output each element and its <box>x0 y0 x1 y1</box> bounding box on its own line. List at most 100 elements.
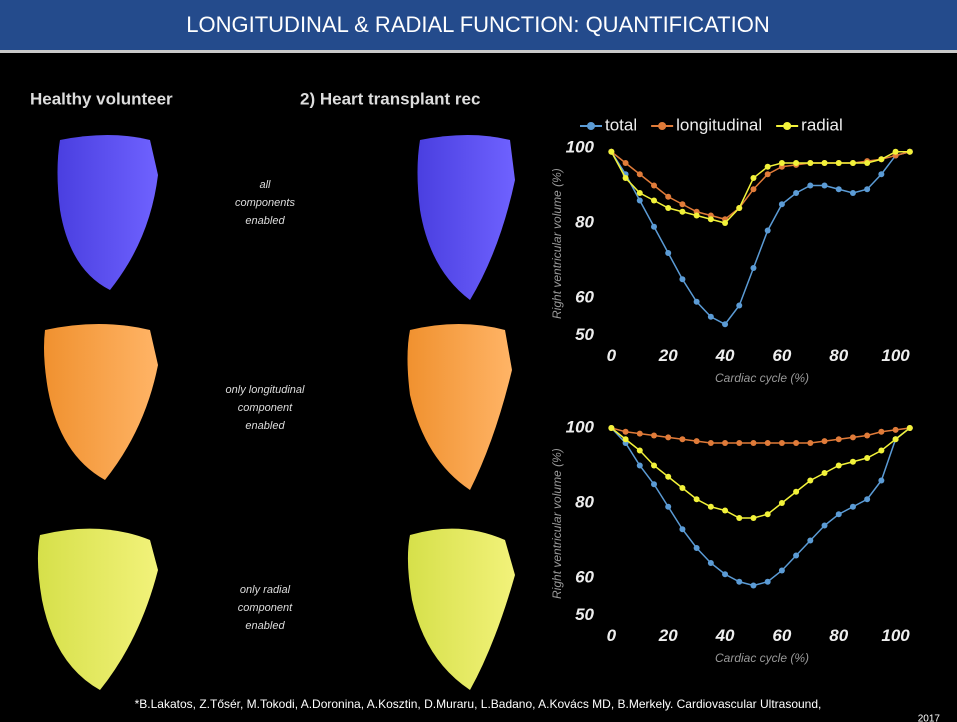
point <box>821 182 828 189</box>
point <box>750 186 757 193</box>
point <box>736 205 743 211</box>
point <box>693 212 700 219</box>
point <box>679 485 686 491</box>
series-line <box>611 427 910 444</box>
point <box>636 447 643 454</box>
point <box>707 560 714 566</box>
header-bar <box>0 0 957 50</box>
point <box>707 503 714 510</box>
point <box>750 265 757 271</box>
point <box>622 160 629 166</box>
caption: component <box>238 602 293 614</box>
footer-year: 2017 <box>918 714 941 722</box>
point <box>864 432 871 439</box>
x-tick-label: 100 <box>881 346 910 365</box>
point <box>849 160 856 166</box>
heart-orange <box>44 324 158 480</box>
y-tick-label: 80 <box>575 492 594 511</box>
hearts <box>37 135 515 690</box>
point <box>892 426 899 433</box>
point <box>679 276 686 283</box>
point <box>665 434 672 441</box>
point <box>778 500 785 506</box>
y-tick-label: 60 <box>575 567 594 586</box>
header-rule <box>0 50 957 53</box>
point <box>821 160 828 166</box>
point <box>764 163 771 170</box>
heart-blue-2 <box>417 135 515 300</box>
point <box>878 171 885 178</box>
point <box>722 220 729 226</box>
x-tick-label: 20 <box>658 346 678 365</box>
point <box>693 298 700 305</box>
point <box>778 440 785 446</box>
x-tick-label: 80 <box>829 626 848 645</box>
point <box>722 571 729 578</box>
point <box>679 436 686 443</box>
point <box>651 223 657 230</box>
point <box>665 193 672 200</box>
point <box>693 496 700 503</box>
x-tick-label: 40 <box>715 346 735 365</box>
point <box>821 470 828 476</box>
point <box>651 462 657 469</box>
point <box>835 462 842 469</box>
point <box>807 440 814 446</box>
point <box>693 545 700 551</box>
point <box>722 440 729 446</box>
point <box>679 208 686 215</box>
point <box>764 171 771 178</box>
x-tick-label: 60 <box>772 346 791 365</box>
point <box>821 438 828 445</box>
x-tick-label: 60 <box>772 626 791 645</box>
point <box>793 160 800 166</box>
point <box>778 201 785 208</box>
point <box>736 440 743 446</box>
point <box>778 160 785 166</box>
legend-label: longitudinal <box>676 115 762 134</box>
x-tick-label: 0 <box>607 626 617 645</box>
series-line <box>610 151 910 224</box>
heading-clip <box>527 80 535 120</box>
point <box>778 567 785 574</box>
point <box>793 190 800 196</box>
series-line <box>610 151 910 221</box>
caption: component <box>238 402 293 414</box>
series-line <box>610 151 910 326</box>
caption: enabled <box>245 420 285 432</box>
series-line <box>610 427 911 587</box>
heart-yellow-2 <box>407 528 515 690</box>
point <box>764 227 771 234</box>
x-tick-label: 20 <box>658 626 678 645</box>
point <box>665 503 672 510</box>
point <box>679 201 686 208</box>
point <box>608 425 615 431</box>
point <box>722 507 729 514</box>
point <box>622 175 629 181</box>
point <box>651 197 657 204</box>
point <box>892 436 899 443</box>
y-tick-label: 50 <box>575 325 594 344</box>
heart-yellow <box>37 528 158 690</box>
heart-blue <box>57 135 158 290</box>
series-line <box>610 427 911 519</box>
y-axis-label: Right ventricular volume (%) <box>550 448 564 599</box>
point <box>665 250 672 256</box>
point <box>764 440 771 446</box>
caption: all <box>259 179 271 191</box>
point <box>736 302 743 309</box>
point <box>651 481 657 488</box>
legend-marker <box>587 122 595 130</box>
point <box>665 205 672 211</box>
point <box>636 462 643 469</box>
point <box>750 175 757 181</box>
point <box>736 578 743 585</box>
point <box>707 313 714 320</box>
point <box>636 190 643 196</box>
y-axis-label: Right ventricular volume (%) <box>550 168 564 319</box>
point <box>764 511 771 518</box>
caption: enabled <box>245 215 285 227</box>
legend-marker <box>783 122 792 130</box>
point <box>722 321 729 328</box>
